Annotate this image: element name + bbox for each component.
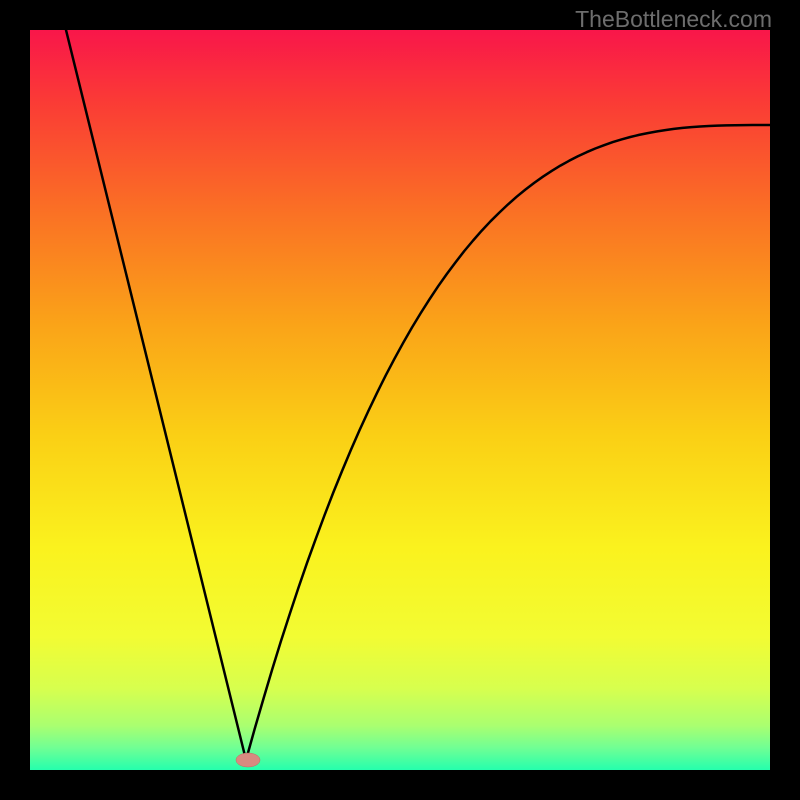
- watermark-text: TheBottleneck.com: [575, 6, 772, 33]
- bottleneck-curve-chart: [0, 0, 800, 800]
- optimal-point-marker: [236, 753, 260, 767]
- plot-background: [30, 30, 770, 770]
